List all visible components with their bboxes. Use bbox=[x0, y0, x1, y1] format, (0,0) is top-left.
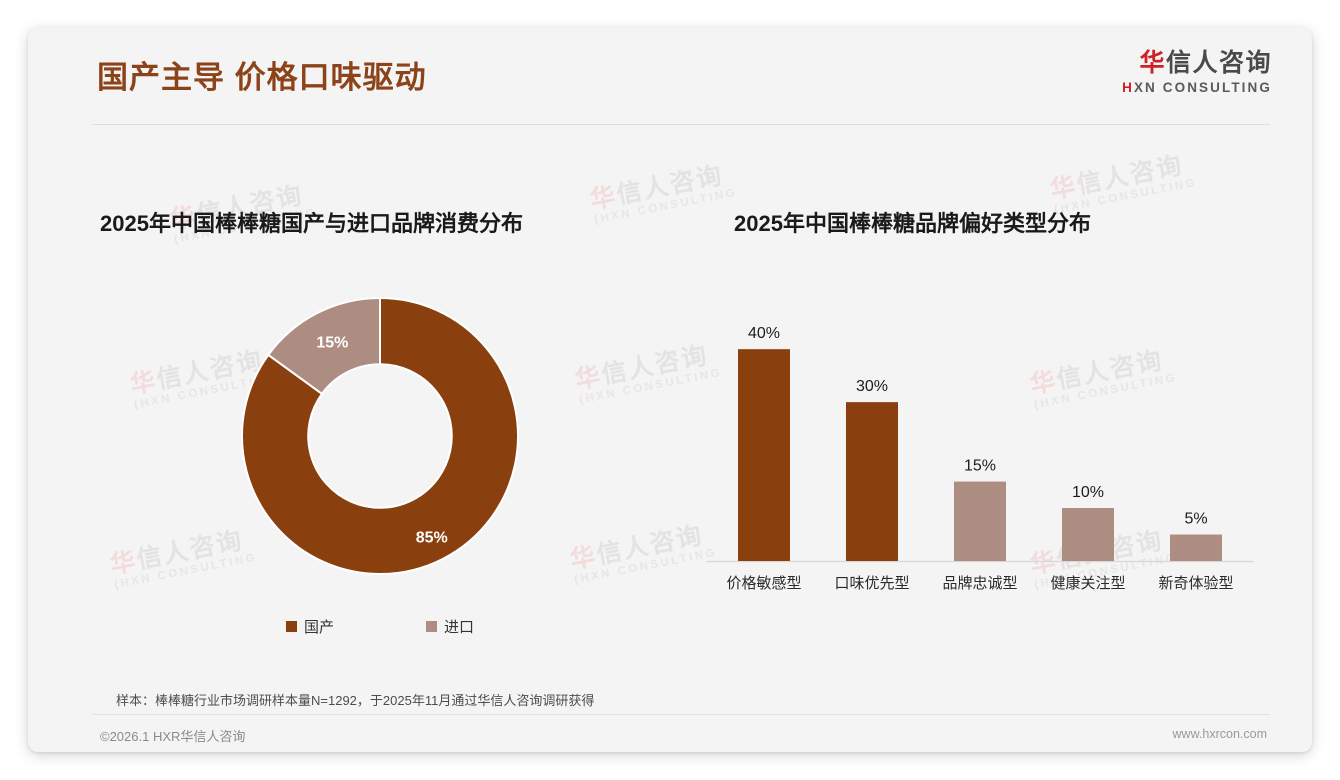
bar-value-label: 10% bbox=[1072, 484, 1104, 501]
donut-legend: 国产 进口 bbox=[200, 616, 560, 637]
bar-value-label: 15% bbox=[964, 458, 996, 475]
slide-canvas: 华信人咨询 (HXN CONSULTING 华信人咨询 (HXN CONSULT… bbox=[28, 28, 1312, 752]
bar-价格敏感型[interactable] bbox=[738, 349, 790, 561]
bar-value-label: 5% bbox=[1184, 511, 1207, 528]
legend-item-进口[interactable]: 进口 bbox=[426, 616, 474, 637]
copyright-text: ©2026.1 HXR华信人咨询 bbox=[100, 729, 246, 744]
bar-chart: 40% 价格敏感型 30% 口味优先型 15% 品牌忠诚型 10% 健康关注型 5% 新奇体验型 bbox=[700, 290, 1260, 605]
slide-footer: ©2026.1 HXR华信人咨询 www.hxrcon.com bbox=[28, 718, 1312, 752]
logo-accent-char: 华 bbox=[1139, 49, 1166, 77]
donut-chart: 85% 15% bbox=[200, 256, 560, 616]
donut-slice-label: 15% bbox=[316, 335, 348, 352]
bar-category-label: 口味优先型 bbox=[834, 575, 909, 592]
donut-slice-label: 85% bbox=[416, 530, 448, 547]
legend-swatch-icon bbox=[285, 621, 297, 632]
bar-新奇体验型[interactable] bbox=[1170, 534, 1222, 561]
bar-口味优先型[interactable] bbox=[846, 402, 898, 561]
slide-header: 国产主导 价格口味驱动 华信人咨询 HXN CONSULTING bbox=[28, 28, 1312, 126]
bar-category-label: 新奇体验型 bbox=[1158, 575, 1233, 592]
bar-category-label: 健康关注型 bbox=[1050, 575, 1125, 592]
donut-chart-svg: 85% 15% bbox=[241, 296, 519, 575]
bar-品牌忠诚型[interactable] bbox=[954, 481, 1006, 561]
bar-健康关注型[interactable] bbox=[1062, 508, 1114, 561]
brand-logo: 华信人咨询 HXN CONSULTING bbox=[1122, 49, 1272, 95]
page-title: 国产主导 价格口味驱动 bbox=[97, 60, 427, 95]
logo-en-accent: H bbox=[1122, 79, 1134, 95]
bar-chart-title: 2025年中国棒棒糖品牌偏好类型分布 bbox=[734, 211, 1091, 236]
slide-content: 2025年中国棒棒糖国产与进口品牌消费分布 85% 15% 国产 进口 2025年中… bbox=[28, 28, 1312, 752]
header-divider bbox=[92, 124, 1270, 125]
legend-swatch-icon bbox=[426, 621, 437, 632]
donut-slice-进口[interactable] bbox=[266, 296, 381, 396]
donut-chart-title: 2025年中国棒棒糖国产与进口品牌消费分布 bbox=[100, 211, 523, 236]
bar-value-label: 40% bbox=[748, 325, 780, 342]
legend-label: 进口 bbox=[444, 619, 475, 636]
bar-category-label: 价格敏感型 bbox=[726, 575, 801, 592]
bar-category-label: 品牌忠诚型 bbox=[942, 575, 1017, 592]
bar-value-label: 30% bbox=[856, 378, 888, 395]
logo-cn-rest: 信人咨询 bbox=[1165, 49, 1272, 77]
footer-divider bbox=[92, 714, 1270, 715]
logo-en-rest: XN CONSULTING bbox=[1133, 79, 1272, 95]
website-url[interactable]: www.hxrcon.com bbox=[1172, 727, 1267, 741]
footnote: 样本：棒棒糖行业市场调研样本量N=1292，于2025年11月通过华信人咨询调研… bbox=[116, 693, 595, 708]
donut-slice-国产[interactable] bbox=[241, 296, 519, 575]
bar-chart-svg: 40% 价格敏感型 30% 口味优先型 15% 品牌忠诚型 10% 健康关注型 5% 新奇体验型 bbox=[706, 325, 1254, 592]
legend-label: 国产 bbox=[303, 619, 334, 636]
legend-item-国产[interactable]: 国产 bbox=[285, 616, 334, 637]
